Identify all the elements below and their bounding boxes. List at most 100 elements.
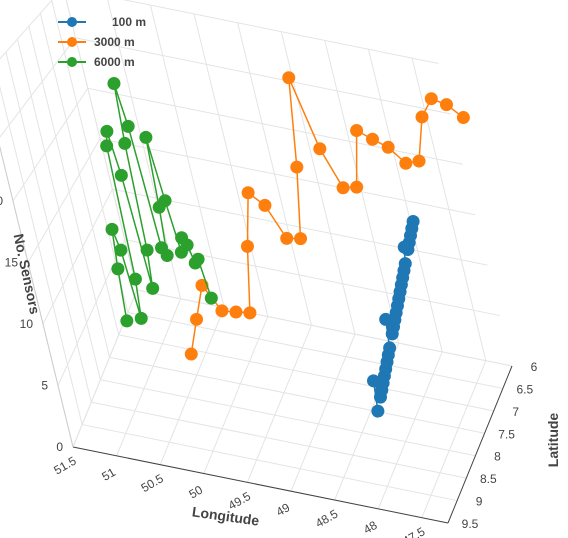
legend-marker xyxy=(67,17,77,27)
data-point[interactable] xyxy=(229,305,243,319)
grid-lines xyxy=(0,0,513,524)
z-tick-label: 15 xyxy=(5,256,19,270)
data-point[interactable] xyxy=(241,186,255,200)
y-tick-label: 6.5 xyxy=(517,382,534,396)
data-point[interactable] xyxy=(456,111,470,125)
data-point[interactable] xyxy=(121,119,135,133)
legend-item[interactable]: 6000 m xyxy=(58,55,135,69)
data-point[interactable] xyxy=(406,214,420,228)
data-point[interactable] xyxy=(371,404,385,418)
grid-lat xyxy=(118,334,494,412)
data-point[interactable] xyxy=(140,243,154,257)
data-point[interactable] xyxy=(290,160,304,174)
grid-z xyxy=(0,37,451,138)
z-tick-label: 0 xyxy=(56,440,63,454)
data-point[interactable] xyxy=(350,180,364,194)
data-point[interactable] xyxy=(365,132,379,146)
x-tick-label: 51 xyxy=(99,465,118,484)
data-point[interactable] xyxy=(424,92,438,106)
y-tick-label: 7.5 xyxy=(498,427,515,441)
data-point[interactable] xyxy=(240,239,254,253)
legend: 100 m 3000 m 6000 m xyxy=(58,15,146,69)
data-point[interactable] xyxy=(134,311,148,325)
y-axis-title: Latitude xyxy=(545,413,561,468)
grid-z xyxy=(12,87,463,202)
y-tick-label: 9.5 xyxy=(462,517,479,531)
data-point[interactable] xyxy=(105,222,119,236)
data-point[interactable] xyxy=(128,272,142,286)
x-tick-label: 48 xyxy=(361,518,380,537)
data-point[interactable] xyxy=(100,124,114,138)
series-2 xyxy=(100,77,218,328)
data-point[interactable] xyxy=(282,71,296,85)
data-point[interactable] xyxy=(100,139,114,153)
z-axis-line xyxy=(0,145,74,448)
grid-lat xyxy=(109,356,485,434)
grid-z xyxy=(57,239,500,386)
data-point[interactable] xyxy=(190,312,204,326)
grid-lon xyxy=(193,13,269,474)
legend-label: 3000 m xyxy=(94,35,135,49)
data-point[interactable] xyxy=(139,130,153,144)
grid-lon xyxy=(324,40,400,501)
data-point[interactable] xyxy=(280,231,294,245)
grid-lat xyxy=(127,311,503,389)
data-point[interactable] xyxy=(120,314,134,328)
legend-item[interactable]: 3000 m xyxy=(58,35,135,49)
grid-lon xyxy=(411,57,487,518)
legend-label: 100 m xyxy=(112,15,146,29)
data-point[interactable] xyxy=(204,291,218,305)
data-point[interactable] xyxy=(107,77,121,91)
data-point[interactable] xyxy=(415,110,429,124)
data-point[interactable] xyxy=(350,123,364,137)
data-point[interactable] xyxy=(114,168,128,182)
data-point[interactable] xyxy=(243,306,257,320)
data-point[interactable] xyxy=(258,198,272,212)
data-point[interactable] xyxy=(294,232,308,246)
grid-lat xyxy=(91,401,467,479)
grid-z xyxy=(27,138,476,263)
grid-lon xyxy=(280,31,356,492)
legend-label: 6000 m xyxy=(94,55,135,69)
data-point[interactable] xyxy=(336,181,350,195)
legend-marker xyxy=(67,37,77,47)
z-tick-label: 10 xyxy=(20,317,34,331)
data-point[interactable] xyxy=(118,136,132,150)
series-layer xyxy=(100,71,470,418)
z-tick-label: 5 xyxy=(41,379,48,393)
data-point[interactable] xyxy=(158,194,172,208)
tick-labels: 51.5 51 50.5 50 49.5 49 48.5 48 47.566.577.588.5… xyxy=(0,194,538,538)
x-axis-title: Longitude xyxy=(191,503,260,528)
data-point[interactable] xyxy=(313,142,327,156)
data-point[interactable] xyxy=(215,304,229,318)
y-tick-label: 7 xyxy=(512,405,519,419)
data-point[interactable] xyxy=(398,257,412,271)
data-point[interactable] xyxy=(180,238,194,252)
grid-z xyxy=(0,0,439,64)
data-point[interactable] xyxy=(146,281,160,295)
grid-lat xyxy=(82,424,458,502)
data-point[interactable] xyxy=(114,243,128,257)
y-axis-line xyxy=(447,365,513,524)
data-point[interactable] xyxy=(399,156,413,170)
legend-marker xyxy=(67,57,77,67)
series-1 xyxy=(184,71,470,361)
y-tick-label: 8.5 xyxy=(480,472,497,486)
grid-z xyxy=(42,188,488,325)
series-0 xyxy=(366,214,420,418)
axis-lines xyxy=(0,145,513,524)
x-tick-label: 51.5 xyxy=(51,453,79,477)
data-point[interactable] xyxy=(184,347,198,361)
y-tick-label: 8 xyxy=(494,450,501,464)
x-tick-label: 50.5 xyxy=(139,471,167,495)
data-point[interactable] xyxy=(412,154,426,168)
data-point[interactable] xyxy=(383,341,397,355)
data-point[interactable] xyxy=(111,262,125,276)
z-tick-label: 20 xyxy=(0,194,3,208)
data-point[interactable] xyxy=(191,252,205,266)
legend-item[interactable]: 100 m xyxy=(58,15,146,29)
data-point[interactable] xyxy=(160,248,174,262)
data-point[interactable] xyxy=(439,98,453,112)
data-point[interactable] xyxy=(381,140,395,154)
